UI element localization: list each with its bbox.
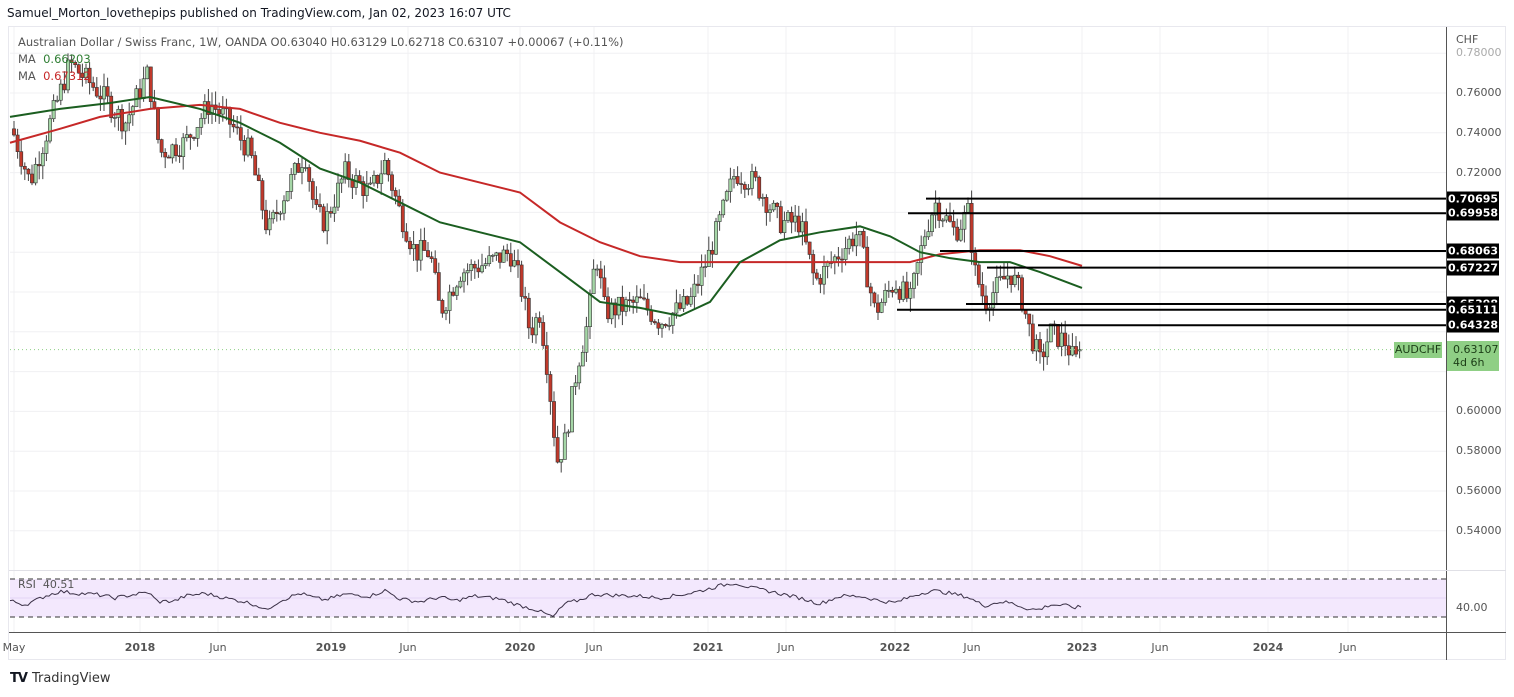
symbol-badge: AUDCHF: [1394, 342, 1442, 358]
time-tick: May: [2, 641, 26, 654]
currency-unit: CHF: [1456, 33, 1479, 46]
time-tick: 2020: [504, 641, 536, 654]
footer-brand[interactable]: TV TradingView: [10, 671, 110, 686]
published-caption: Samuel_Morton_lovethepips published on T…: [7, 6, 511, 20]
ma-fast-value: 0.66203: [43, 52, 91, 66]
ma-slow-legend[interactable]: MA 0.67312: [18, 68, 624, 85]
rsi-label: RSI: [18, 578, 36, 591]
symbol-ohlc: Australian Dollar / Swiss Franc, 1W, OAN…: [18, 35, 624, 49]
time-tick: Jun: [585, 641, 603, 654]
ma-slow-label: MA: [18, 69, 36, 83]
ma-slow-line[interactable]: [9, 103, 1083, 267]
price-tick: 0.72000: [1456, 165, 1502, 179]
level-price-badge: 0.64328: [1447, 317, 1499, 333]
time-tick: 2024: [1252, 641, 1284, 654]
price-tick: 0.60000: [1456, 404, 1502, 418]
current-price-badge: 0.63107 4d 6h: [1447, 341, 1499, 371]
price-tick: 0.56000: [1456, 484, 1502, 497]
level-price-badge: 0.70695: [1447, 191, 1499, 207]
time-tick: Jun: [209, 641, 227, 654]
price-tick: 0.58000: [1456, 444, 1502, 458]
rsi-pane[interactable]: [9, 578, 1446, 618]
ma-fast-line[interactable]: [9, 95, 1083, 317]
rsi-line: [9, 583, 1082, 618]
time-tick: Jun: [963, 641, 981, 654]
chart-legend: Australian Dollar / Swiss Franc, 1W, OAN…: [18, 34, 624, 85]
rsi-axis-tick: 40.00: [1456, 601, 1488, 614]
price-tick: 0.78000: [1456, 46, 1502, 60]
brand-name: TradingView: [31, 671, 111, 686]
time-tick: 2023: [1066, 641, 1098, 654]
price-tick: 0.76000: [1456, 86, 1502, 99]
price-tick: 0.74000: [1456, 125, 1502, 139]
time-tick: Jun: [399, 641, 417, 654]
level-price-badge: 0.68063: [1447, 243, 1499, 259]
rsi-value: 40.51: [42, 578, 75, 591]
level-price-badge: 0.67227: [1447, 260, 1499, 276]
time-tick: Jun: [1339, 641, 1357, 654]
price-tick: 0.54000: [1456, 523, 1502, 537]
rsi-legend[interactable]: RSI 40.51: [18, 578, 74, 591]
time-tick: 2021: [692, 641, 724, 654]
level-price-badge: 0.69958: [1447, 205, 1499, 221]
tradingview-logo-icon: TV: [10, 671, 28, 686]
ma-slow-value: 0.67312: [43, 69, 91, 83]
current-price: 0.63107: [1453, 343, 1499, 356]
time-tick: 2022: [879, 641, 911, 654]
bar-countdown: 4d 6h: [1453, 356, 1485, 369]
grid: [10, 27, 1446, 632]
chart-frame: [8, 26, 1506, 660]
time-tick: 2019: [315, 641, 347, 654]
horizontal-levels[interactable]: [897, 197, 1446, 327]
time-tick: 2018: [124, 641, 156, 654]
ma-fast-legend[interactable]: MA 0.66203: [18, 51, 624, 68]
time-tick: Jun: [777, 641, 795, 654]
time-tick: Jun: [1151, 641, 1169, 654]
level-price-badge: 0.65111: [1447, 302, 1499, 318]
ma-fast-label: MA: [18, 52, 36, 66]
